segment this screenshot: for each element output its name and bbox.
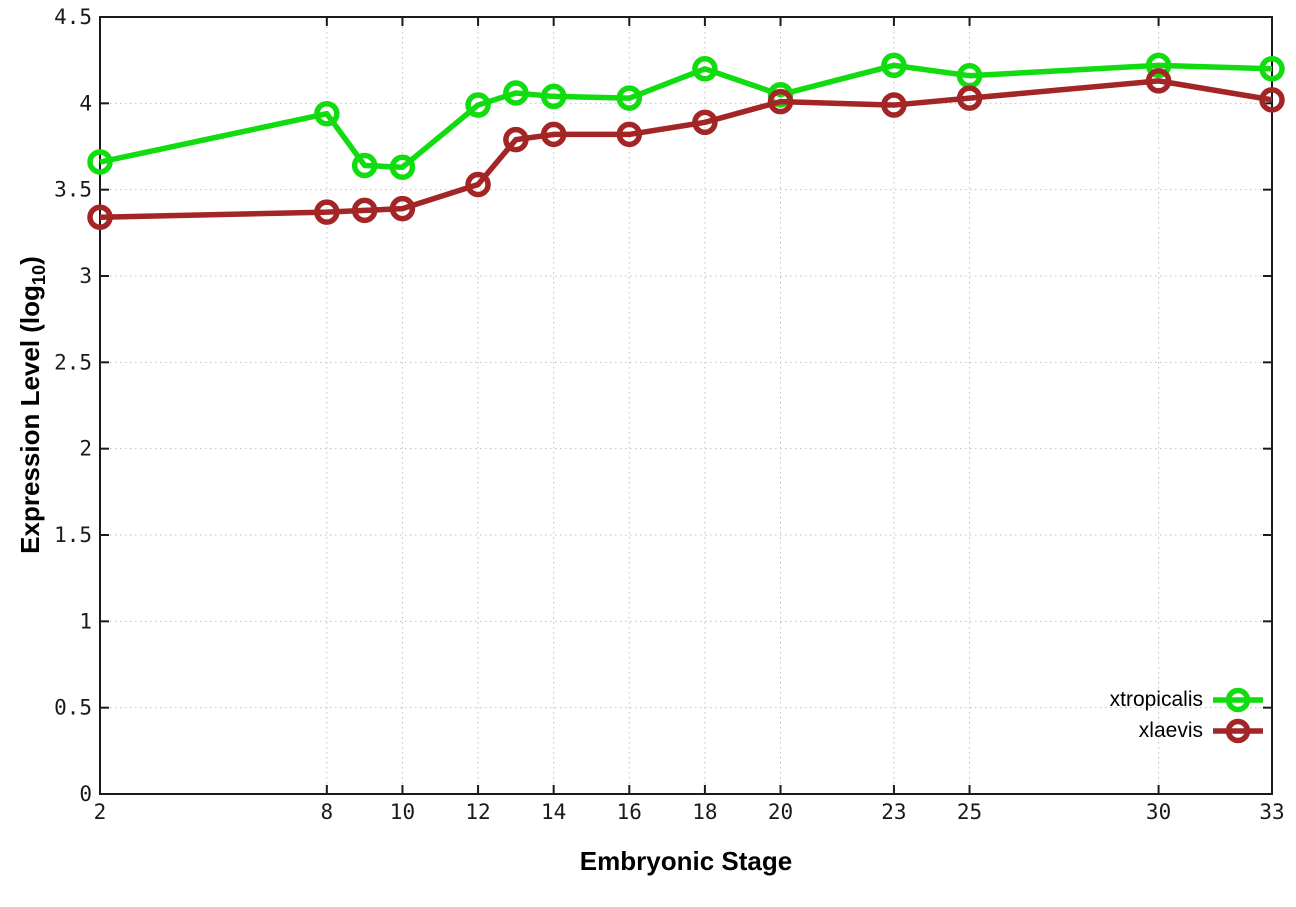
data-point-xlaevis bbox=[465, 171, 491, 198]
x-tick-label: 18 bbox=[692, 800, 717, 824]
y-tick-label: 0.5 bbox=[54, 696, 92, 720]
plot-border bbox=[99, 16, 1273, 795]
data-point-xtropicalis bbox=[503, 80, 529, 106]
y-tick-label: 1.5 bbox=[54, 523, 92, 547]
x-tick-label: 8 bbox=[321, 800, 334, 824]
y-axis-title: Expression Level (log10) bbox=[15, 205, 49, 605]
data-point-xtropicalis bbox=[881, 52, 907, 79]
x-tick-label: 33 bbox=[1259, 800, 1284, 824]
x-tick-label: 12 bbox=[465, 800, 490, 824]
x-tick-label: 25 bbox=[957, 800, 982, 824]
data-point-xtropicalis bbox=[692, 56, 718, 82]
data-point-xlaevis bbox=[767, 88, 794, 115]
x-tick-label: 2 bbox=[94, 800, 107, 824]
y-tick-label: 0 bbox=[79, 782, 92, 806]
legend-line-marker-icon bbox=[1213, 718, 1263, 743]
data-point-xlaevis bbox=[351, 197, 378, 224]
series-line-xtropicalis bbox=[99, 62, 1273, 170]
data-point-xlaevis bbox=[314, 199, 340, 225]
x-tick-label: 23 bbox=[881, 800, 906, 824]
data-point-xlaevis bbox=[1145, 68, 1172, 94]
y-tick-label: 4.5 bbox=[54, 5, 92, 29]
data-point-xtropicalis bbox=[87, 149, 113, 175]
legend: xtropicalis xlaevis bbox=[1110, 686, 1264, 744]
y-axis-title-subscript: 10 bbox=[29, 264, 50, 286]
y-tick-label: 2.5 bbox=[54, 350, 92, 374]
x-axis-title: Embryonic Stage bbox=[579, 846, 793, 876]
y-tick-label: 1 bbox=[79, 609, 92, 633]
x-tick-label: 14 bbox=[541, 800, 566, 824]
data-point-xtropicalis bbox=[314, 100, 340, 127]
data-point-xlaevis bbox=[881, 92, 907, 118]
y-tick-label: 4 bbox=[79, 91, 92, 115]
data-point-xlaevis bbox=[956, 85, 983, 111]
data-point-xlaevis bbox=[1259, 87, 1285, 113]
data-point-xlaevis bbox=[389, 195, 416, 222]
data-point-xlaevis bbox=[87, 204, 113, 231]
x-tick-label: 16 bbox=[617, 800, 642, 824]
data-point-xtropicalis bbox=[1259, 56, 1285, 82]
data-point-xlaevis bbox=[540, 121, 567, 148]
legend-line-marker-icon bbox=[1213, 687, 1263, 712]
y-tick-label: 3.5 bbox=[54, 178, 92, 202]
x-tick-label: 20 bbox=[768, 800, 793, 824]
data-point-xlaevis bbox=[503, 126, 529, 153]
series-line-xlaevis bbox=[99, 78, 1273, 221]
data-point-xtropicalis bbox=[1145, 52, 1172, 79]
legend-entry-xlaevis: xlaevis bbox=[1110, 717, 1264, 744]
y-tick-label: 2 bbox=[79, 437, 92, 461]
x-tick-label: 30 bbox=[1146, 800, 1171, 824]
legend-label: xtropicalis bbox=[1109, 687, 1203, 711]
data-point-xtropicalis bbox=[540, 83, 567, 110]
y-axis-title-text: Expression Level (log bbox=[15, 285, 45, 554]
data-point-xtropicalis bbox=[616, 85, 643, 111]
y-tick-label: 3 bbox=[79, 264, 92, 288]
legend-label: xlaevis bbox=[1138, 718, 1203, 742]
legend-entry-xtropicalis: xtropicalis bbox=[1110, 686, 1264, 713]
data-point-xtropicalis bbox=[465, 92, 491, 118]
data-point-xtropicalis bbox=[389, 154, 416, 180]
y-axis-title-close: ) bbox=[15, 256, 45, 265]
data-point-xlaevis bbox=[616, 121, 643, 148]
x-tick-label: 10 bbox=[390, 800, 415, 824]
data-point-xlaevis bbox=[692, 109, 718, 136]
data-point-xtropicalis bbox=[351, 152, 378, 179]
